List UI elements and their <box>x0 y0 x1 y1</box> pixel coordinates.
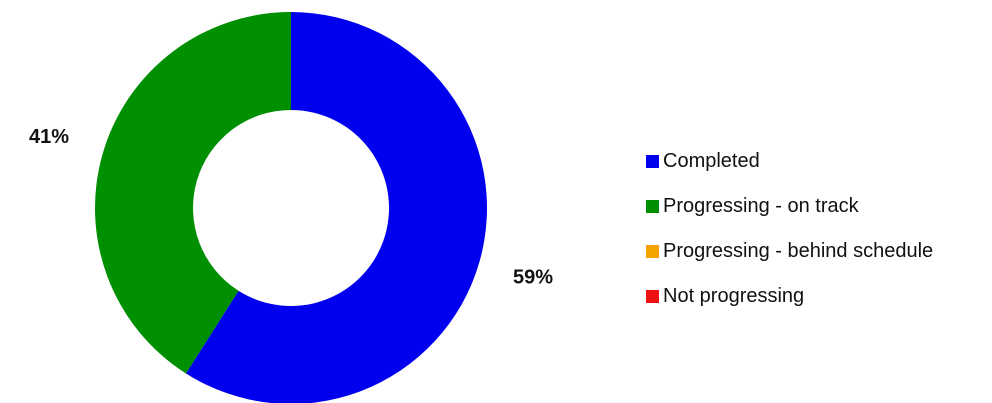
donut-slice-progressing-on-track <box>95 12 291 374</box>
legend-label-progressing-on-track: Progressing - on track <box>663 194 859 217</box>
legend-item-progressing-on-track: Progressing - on track <box>646 191 933 221</box>
legend-swatch-not-progressing <box>646 289 659 303</box>
legend-swatch-progressing-on-track <box>646 199 659 213</box>
value-label-completed: 59% <box>513 267 553 289</box>
legend-swatch-completed <box>646 154 659 168</box>
donut-slices <box>95 12 487 403</box>
legend-item-completed: Completed <box>646 146 933 176</box>
chart-legend: Completed Progressing - on track Progres… <box>646 146 933 326</box>
value-label-progressing-on-track: 41% <box>29 126 69 148</box>
legend-label-completed: Completed <box>663 149 760 172</box>
donut-value-labels: 59% 41% <box>29 126 553 289</box>
legend-item-not-progressing: Not progressing <box>646 281 933 311</box>
legend-item-progressing-behind-schedule: Progressing - behind schedule <box>646 236 933 266</box>
donut-slice-completed <box>185 12 487 403</box>
legend-swatch-progressing-behind-schedule <box>646 244 659 258</box>
legend-label-progressing-behind-schedule: Progressing - behind schedule <box>663 239 934 262</box>
legend-label-not-progressing: Not progressing <box>663 284 805 307</box>
